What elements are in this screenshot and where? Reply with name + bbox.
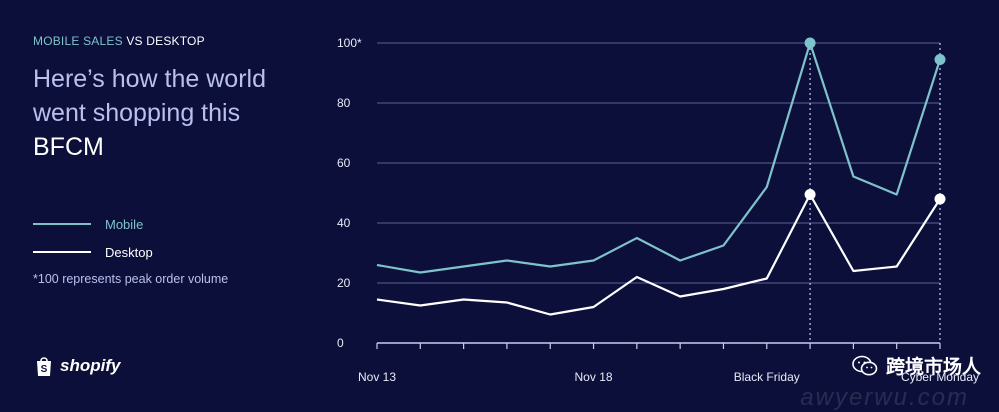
watermark: 跨境市场人 (852, 352, 981, 379)
legend-item-desktop: Desktop (33, 238, 153, 266)
legend-item-mobile: Mobile (33, 210, 153, 238)
marker-desktop (804, 189, 816, 200)
brand-name: shopify (60, 356, 121, 375)
x-tick-label: Black Friday (734, 370, 800, 384)
series-lines (376, 41, 942, 316)
marker-desktop (934, 193, 946, 205)
legend-swatch-mobile (33, 223, 91, 225)
y-tick-label: 0 (337, 336, 344, 350)
y-tick-label: 60 (337, 156, 351, 170)
legend-swatch-desktop (33, 251, 91, 253)
eyebrow: MOBILE SALES VS DESKTOP (33, 34, 323, 48)
series-line-desktop (376, 193, 941, 316)
eyebrow-desktop: VS DESKTOP (122, 34, 205, 48)
y-tick-label: 80 (337, 96, 351, 110)
headline-highlight: BFCM (33, 133, 104, 161)
legend-label-mobile: Mobile (105, 216, 144, 232)
marker-mobile (804, 37, 816, 49)
series-line-mobile (376, 41, 942, 274)
grid (377, 42, 940, 344)
svg-text:S: S (41, 364, 48, 375)
y-tick-label: 40 (337, 216, 351, 230)
x-axis: Nov 13 Nov 18 Black Friday Cyber Monday (358, 343, 979, 384)
title-block: MOBILE SALES VS DESKTOP Here’s how the w… (33, 34, 323, 164)
legend: Mobile Desktop (33, 210, 153, 266)
y-axis: 0 20 40 60 80 100* (337, 36, 362, 350)
legend-label-desktop: Desktop (105, 244, 153, 260)
headline-line-2: went shopping this (33, 99, 241, 127)
y-tick-label: 100* (337, 36, 362, 50)
headline: Here’s how the world went shopping this … (33, 62, 323, 164)
x-tick-label: Nov 18 (575, 370, 613, 384)
marker-mobile (934, 54, 946, 65)
series-markers (804, 37, 946, 205)
x-tick-label: Nov 13 (358, 370, 396, 384)
wechat-icon (852, 355, 878, 375)
watermark-url: awyerwu.com (800, 384, 969, 411)
vertical-guides (809, 43, 941, 343)
shopify-bag-icon: S (37, 357, 51, 376)
headline-line-1: Here’s how the world (33, 65, 266, 93)
watermark-text: 跨境市场人 (885, 357, 981, 378)
shopify-logo: S shopify (34, 355, 120, 377)
x-tick-label: Cyber Monday (901, 370, 979, 384)
footnote: *100 represents peak order volume (33, 272, 229, 286)
eyebrow-mobile: MOBILE SALES (33, 34, 123, 48)
y-tick-label: 20 (337, 276, 351, 290)
